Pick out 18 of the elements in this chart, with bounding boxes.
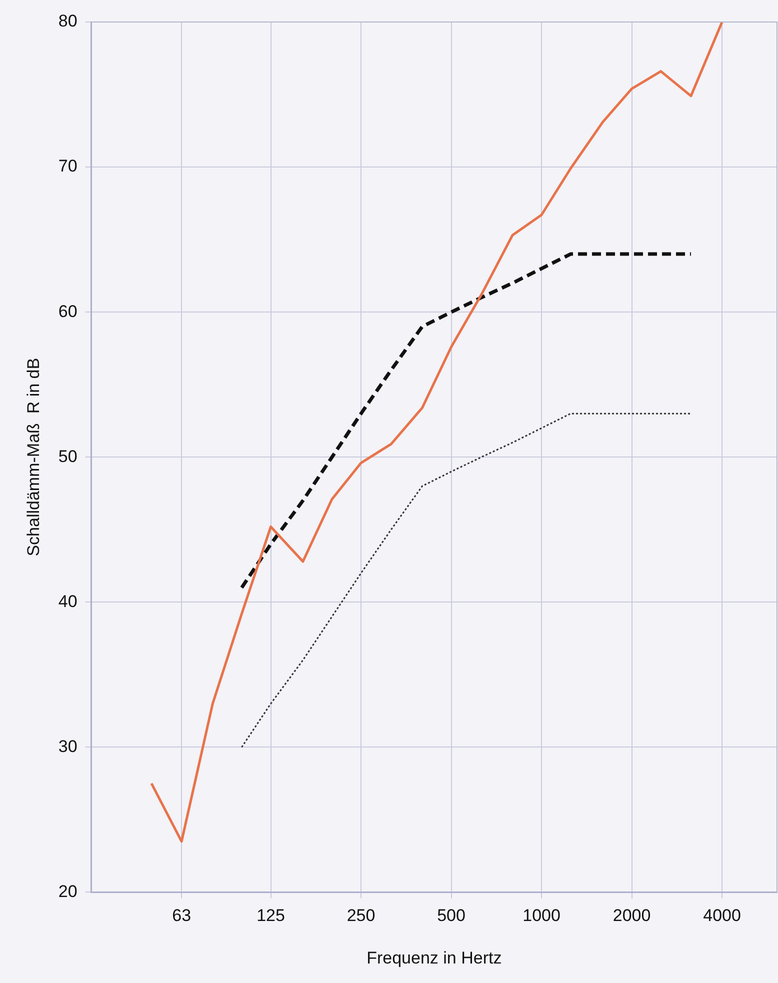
y-tick-label: 50: [58, 446, 78, 466]
x-tick-label: 2000: [612, 906, 651, 926]
x-tick-label: 125: [256, 906, 285, 926]
x-tick-label: 250: [346, 906, 376, 926]
x-tick-label: 4000: [703, 906, 741, 926]
y-tick-label: 20: [58, 882, 78, 901]
y-tick-label: 60: [58, 302, 78, 321]
y-tick-label: 80: [58, 12, 78, 31]
y-tick-label: 40: [58, 592, 78, 611]
y-tick-label: 70: [58, 156, 78, 176]
x-tick-label: 500: [437, 906, 466, 926]
y-axis-title: Schalldämm-Maß R in dB: [24, 358, 43, 556]
x-tick-label: 1000: [522, 906, 560, 926]
x-axis-title: Frequenz in Hertz: [366, 948, 502, 968]
x-tick-label: 63: [172, 906, 192, 926]
line-series: [240, 252, 693, 590]
y-tick-label: 30: [58, 736, 78, 756]
line-series: [240, 412, 692, 748]
